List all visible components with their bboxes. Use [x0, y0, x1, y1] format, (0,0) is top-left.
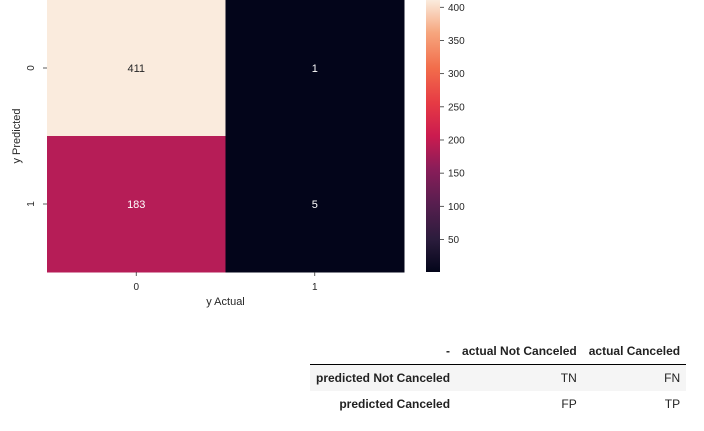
column-header-actual-not-canceled: actual Not Canceled	[456, 337, 583, 365]
heatmap-cell-r1-c0	[47, 136, 226, 273]
colorbar-tick-label-250: 250	[448, 102, 465, 113]
cell-value-label-r1-c0: 183	[127, 199, 145, 211]
column-header-actual-canceled: actual Canceled	[582, 337, 687, 365]
row-header-predicted-not-canceled: predicted Not Canceled	[316, 371, 451, 385]
x-tick-label-0: 0	[133, 282, 139, 293]
colorbar-tick-label-150: 150	[448, 169, 465, 180]
table-cell-tp: TP	[664, 397, 681, 411]
cell-value-label-r0-c1: 1	[312, 63, 318, 75]
y-axis-label: y Predicted	[11, 108, 23, 163]
cell-value-label-r1-c1: 5	[312, 199, 318, 211]
table-header-row: - actual Not Canceled actual Canceled	[310, 337, 687, 365]
table-cell-fn: FN	[664, 371, 681, 385]
colorbar-tick-label-200: 200	[448, 135, 465, 146]
heatmap-cell-r0-c0	[47, 0, 226, 137]
colorbar	[426, 0, 440, 272]
table-cell-tn: TN	[560, 371, 577, 385]
heatmap-cell-r1-c1	[225, 136, 405, 273]
x-tick-label-1: 1	[312, 282, 318, 293]
colorbar-tick-label-350: 350	[448, 36, 465, 47]
cell-value-label-r0-c0: 411	[127, 63, 145, 75]
table-corner-header: -	[310, 337, 457, 365]
confusion-label-table: - actual Not Canceled actual Canceled pr…	[310, 337, 687, 417]
y-tick-label-0: 0	[26, 65, 37, 71]
y-tick-label-1: 1	[26, 201, 37, 207]
confusion-matrix-heatmap: 411 1 183 5 0 1 0 1 y Actual y Predicted 50 100 150 2…	[11, 0, 465, 308]
heatmap-cell-r0-c1	[225, 0, 405, 137]
colorbar-tick-label-400: 400	[448, 3, 465, 14]
colorbar-tick-label-100: 100	[448, 202, 465, 213]
table-row: predicted Not Canceled TN FN	[310, 364, 687, 391]
row-header-predicted-canceled: predicted Canceled	[339, 397, 451, 411]
colorbar-tick-label-50: 50	[448, 235, 460, 246]
colorbar-tick-label-300: 300	[448, 69, 465, 80]
table-cell-fp: FP	[561, 397, 577, 411]
table-row: predicted Canceled FP TP	[310, 391, 686, 417]
x-axis-label: y Actual	[206, 296, 245, 308]
